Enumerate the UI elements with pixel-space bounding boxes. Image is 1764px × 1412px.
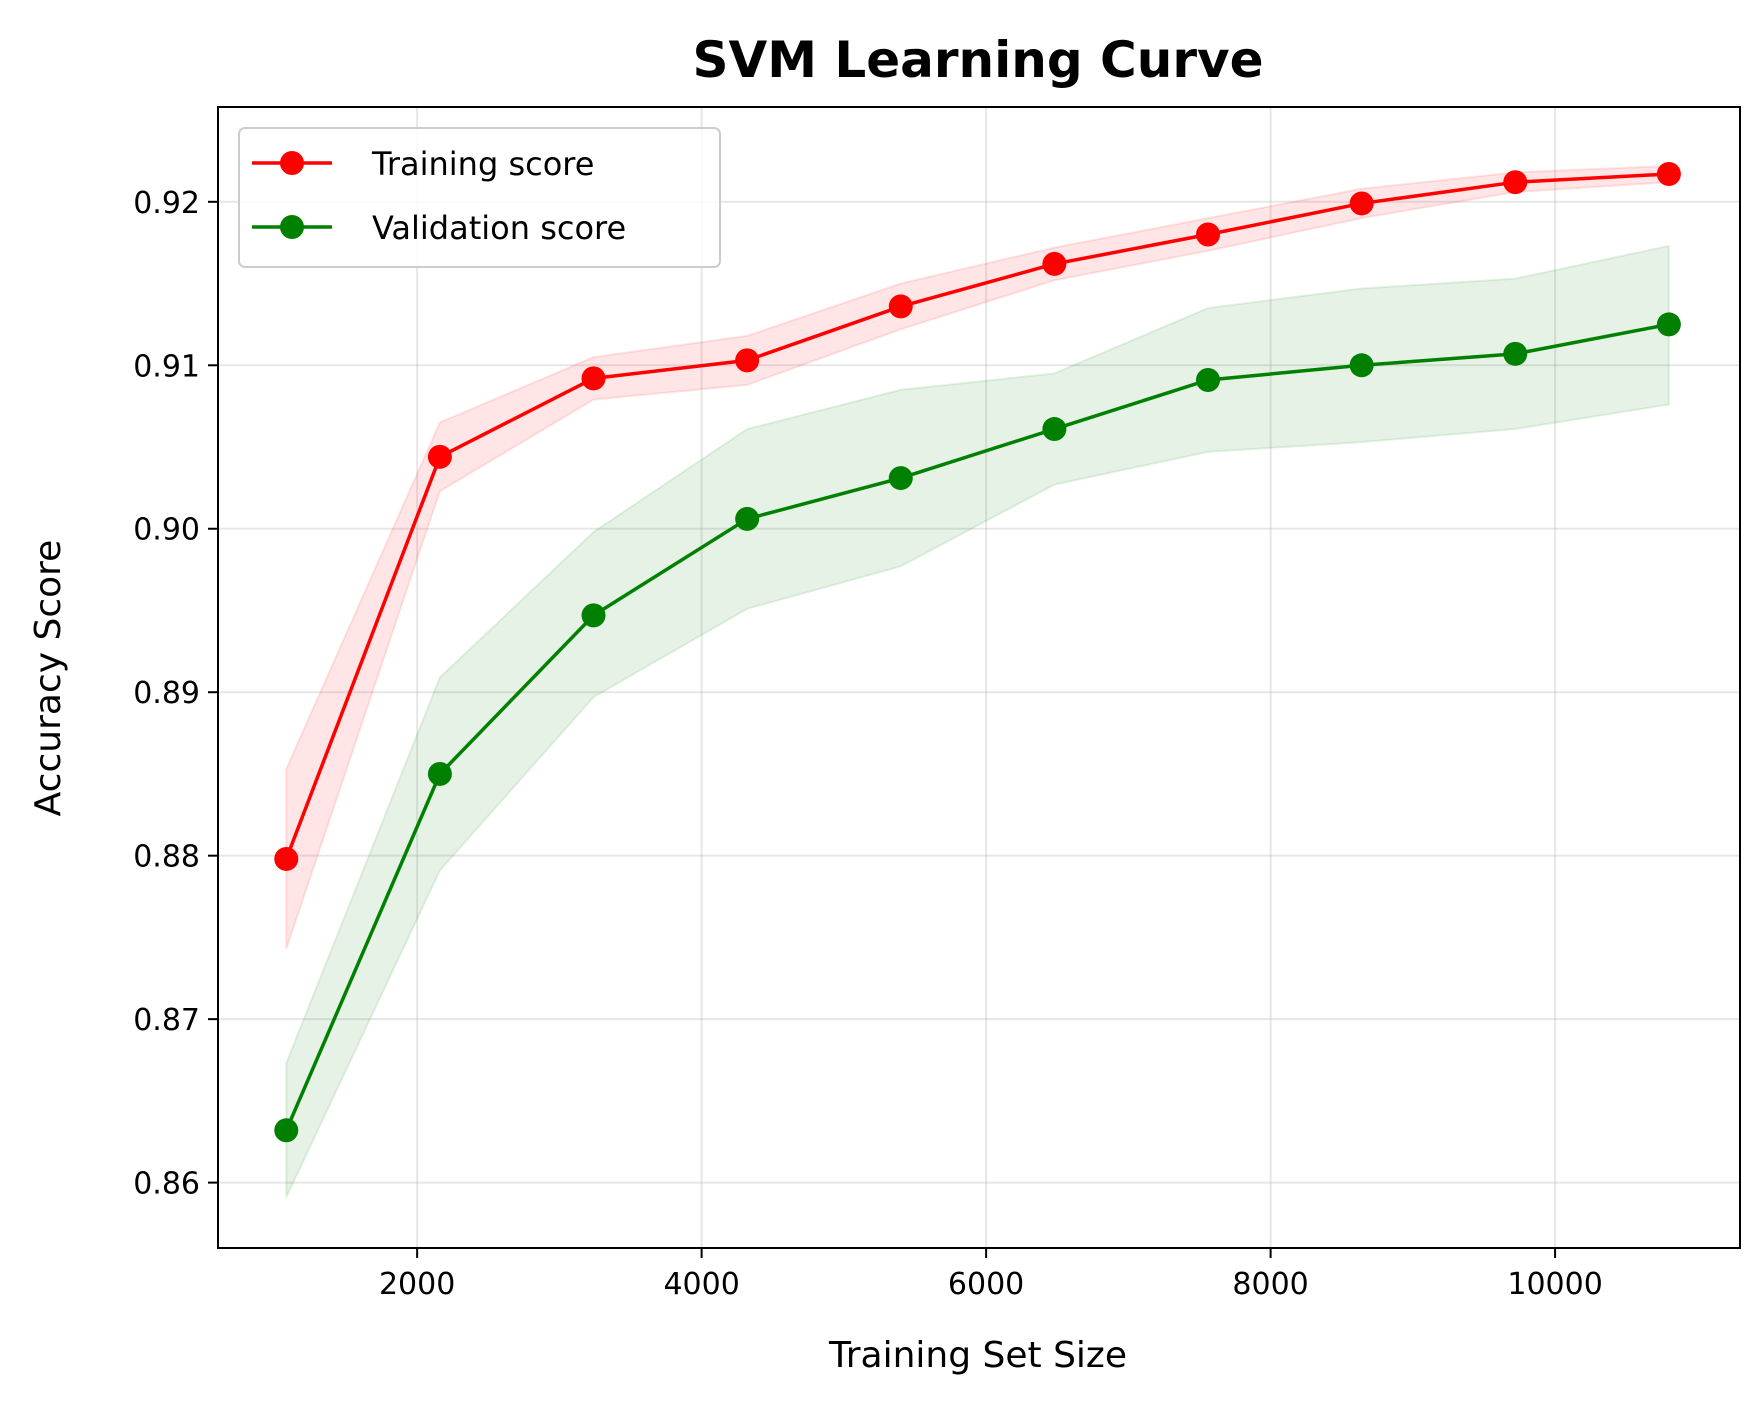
legend-box bbox=[238, 127, 721, 268]
training-score-point bbox=[1042, 251, 1067, 276]
validation-score-point bbox=[888, 466, 913, 491]
x-axis-label: Training Set Size bbox=[828, 1335, 1127, 1376]
gridlines bbox=[218, 107, 1740, 1248]
validation-score-point bbox=[1503, 341, 1528, 366]
x-tick-label: 4000 bbox=[663, 1267, 739, 1302]
y-tick-label: 0.89 bbox=[133, 676, 200, 711]
y-tick-label: 0.90 bbox=[133, 513, 200, 548]
series-markers bbox=[274, 162, 1681, 1143]
y-axis-label: Accuracy Score bbox=[28, 540, 69, 817]
y-tick-label: 0.86 bbox=[133, 1167, 200, 1202]
confidence-bands bbox=[285, 164, 1670, 1198]
y-axis-ticks: 0.86 0.87 0.88 0.89 0.90 0.91 0.92 bbox=[133, 186, 218, 1202]
chart-title: SVM Learning Curve bbox=[692, 31, 1263, 89]
training-score-point bbox=[427, 444, 452, 469]
validation-score-band bbox=[285, 244, 1670, 1198]
legend-label-validation: Validation score bbox=[372, 209, 626, 247]
legend-marker-validation bbox=[280, 215, 304, 239]
validation-score-point bbox=[274, 1118, 299, 1143]
x-tick-label: 10000 bbox=[1507, 1267, 1602, 1302]
x-axis-ticks: 2000 4000 6000 8000 10000 bbox=[379, 1248, 1603, 1302]
training-score-point bbox=[1349, 191, 1374, 216]
y-tick-label: 0.91 bbox=[133, 349, 200, 384]
legend-label-training: Training score bbox=[371, 145, 594, 183]
training-score-line bbox=[284, 172, 1669, 860]
training-score-point bbox=[581, 366, 606, 391]
legend-marker-training bbox=[280, 151, 304, 175]
training-score-point bbox=[735, 348, 760, 373]
validation-score-point bbox=[581, 603, 606, 628]
validation-score-point bbox=[735, 506, 760, 531]
training-score-point bbox=[1656, 162, 1681, 187]
validation-score-point bbox=[1042, 417, 1067, 442]
validation-score-point bbox=[427, 761, 452, 786]
y-tick-label: 0.88 bbox=[133, 840, 200, 875]
validation-score-point bbox=[1656, 312, 1681, 337]
series-lines bbox=[284, 172, 1670, 1131]
training-score-point bbox=[888, 294, 913, 319]
training-score-point bbox=[1196, 222, 1221, 247]
y-tick-label: 0.92 bbox=[133, 186, 200, 221]
x-tick-label: 8000 bbox=[1232, 1267, 1308, 1302]
validation-score-point bbox=[1349, 353, 1374, 378]
x-tick-label: 6000 bbox=[948, 1267, 1024, 1302]
training-score-point bbox=[1503, 170, 1528, 195]
plot-frame bbox=[217, 106, 1741, 1249]
y-tick-label: 0.87 bbox=[133, 1003, 200, 1038]
training-score-point bbox=[274, 846, 299, 871]
x-tick-label: 2000 bbox=[379, 1267, 455, 1302]
plot-area bbox=[217, 106, 1741, 1249]
validation-score-line bbox=[284, 322, 1670, 1131]
legend: Training score Validation score bbox=[238, 127, 721, 268]
validation-score-point bbox=[1196, 367, 1221, 392]
